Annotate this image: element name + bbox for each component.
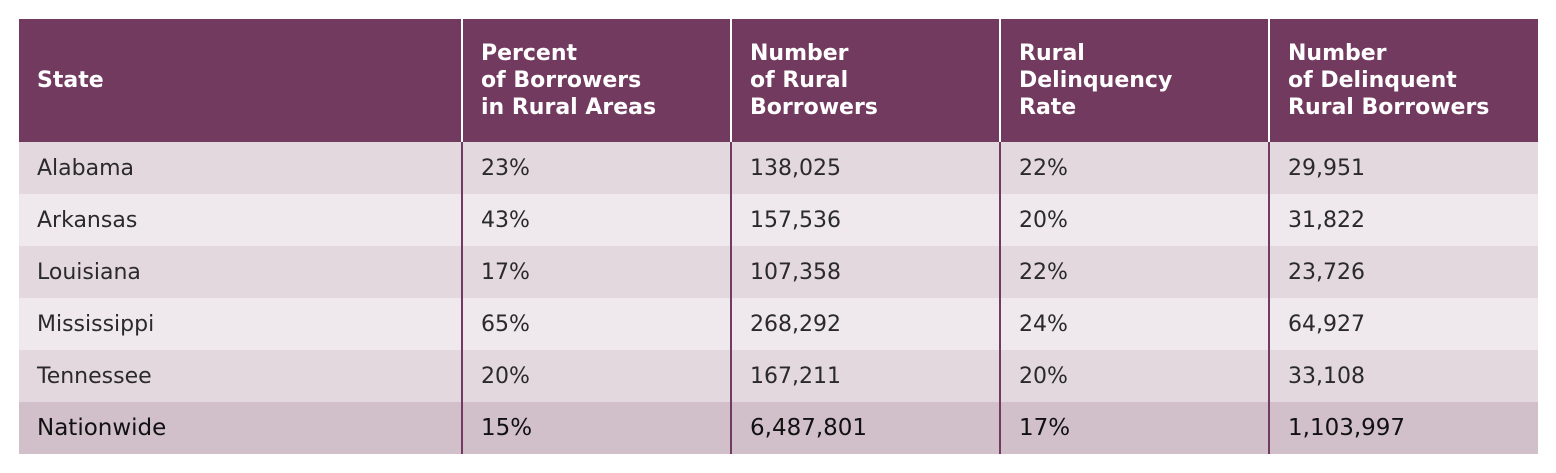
table-row: Alabama 23% 138,025 22% 29,951 xyxy=(19,142,1538,194)
table-cell: 268,292 xyxy=(730,298,1000,350)
table-cell: 157,536 xyxy=(730,194,1000,246)
table-row: Arkansas 43% 157,536 20% 31,822 xyxy=(19,194,1538,246)
table-cell: 43% xyxy=(461,194,731,246)
table-cell-state: Arkansas xyxy=(19,194,462,246)
table-cell: 20% xyxy=(999,350,1269,402)
table-cell: 24% xyxy=(999,298,1269,350)
table-row-total: Nationwide 15% 6,487,801 17% 1,103,997 xyxy=(19,402,1538,454)
table-cell-state: Nationwide xyxy=(19,402,462,454)
table-cell: 1,103,997 xyxy=(1268,402,1538,454)
table-cell: 31,822 xyxy=(1268,194,1538,246)
table-cell: 17% xyxy=(461,246,731,298)
table-cell: 22% xyxy=(999,142,1269,194)
rural-borrowers-table: State Percent of Borrowers in Rural Area… xyxy=(19,19,1538,454)
data-table-container: State Percent of Borrowers in Rural Area… xyxy=(19,19,1538,454)
column-header-state: State xyxy=(19,19,462,142)
table-cell-state: Tennessee xyxy=(19,350,462,402)
table-cell: 33,108 xyxy=(1268,350,1538,402)
table-cell: 20% xyxy=(999,194,1269,246)
table-cell-state: Alabama xyxy=(19,142,462,194)
column-header-delinquent-borrowers: Number of Delinquent Rural Borrowers xyxy=(1268,19,1538,142)
table-cell: 22% xyxy=(999,246,1269,298)
table-row: Tennessee 20% 167,211 20% 33,108 xyxy=(19,350,1538,402)
table-cell-state: Mississippi xyxy=(19,298,462,350)
table-row: Mississippi 65% 268,292 24% 64,927 xyxy=(19,298,1538,350)
table-cell: 6,487,801 xyxy=(730,402,1000,454)
table-row: Louisiana 17% 107,358 22% 23,726 xyxy=(19,246,1538,298)
table-cell: 64,927 xyxy=(1268,298,1538,350)
table-cell: 20% xyxy=(461,350,731,402)
column-header-percent-rural: Percent of Borrowers in Rural Areas xyxy=(461,19,731,142)
table-cell: 17% xyxy=(999,402,1269,454)
table-cell: 29,951 xyxy=(1268,142,1538,194)
table-cell-state: Louisiana xyxy=(19,246,462,298)
column-header-number-rural: Number of Rural Borrowers xyxy=(730,19,1000,142)
table-cell: 167,211 xyxy=(730,350,1000,402)
table-cell: 23,726 xyxy=(1268,246,1538,298)
table-cell: 107,358 xyxy=(730,246,1000,298)
table-cell: 65% xyxy=(461,298,731,350)
table-cell: 138,025 xyxy=(730,142,1000,194)
column-header-delinquency-rate: Rural Delinquency Rate xyxy=(999,19,1269,142)
table-cell: 23% xyxy=(461,142,731,194)
header-row: State Percent of Borrowers in Rural Area… xyxy=(19,19,1538,142)
table-cell: 15% xyxy=(461,402,731,454)
